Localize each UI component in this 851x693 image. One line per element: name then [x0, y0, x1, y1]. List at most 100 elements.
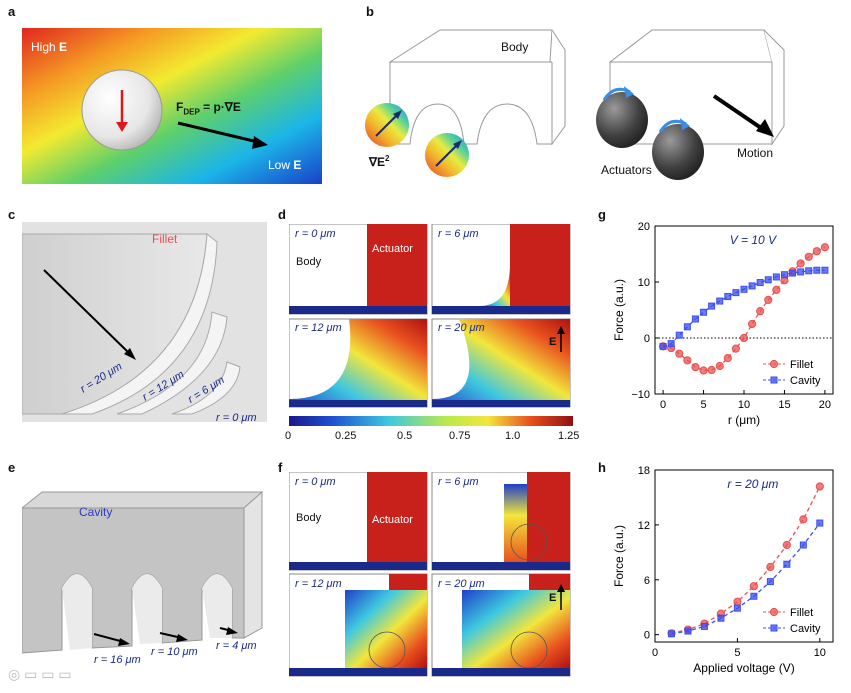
motion-label: Motion	[737, 146, 774, 160]
data-point-fillet	[766, 562, 775, 572]
radius-label-0: r = 0 μm	[216, 412, 257, 424]
plot-frame	[654, 469, 834, 643]
legend-label-fillet: Fillet	[790, 607, 813, 619]
series-line-cavity	[671, 522, 821, 635]
data-point-fillet	[772, 285, 781, 294]
data-point-cavity	[748, 282, 756, 290]
d-label-r20: r = 20 μm	[438, 322, 485, 334]
panel-letter-b: b	[366, 4, 374, 19]
legend-marker-fillet	[769, 607, 779, 617]
data-point-cavity	[772, 273, 780, 281]
data-point-fillet	[782, 540, 791, 550]
data-point-fillet	[675, 349, 684, 358]
colorbar-tick-0: 0	[285, 430, 292, 442]
data-point-cavity	[789, 269, 797, 277]
cavity-label: Cavity	[79, 505, 113, 519]
y-tick-label: 20	[638, 221, 650, 233]
series-line-fillet	[671, 486, 821, 634]
data-point-fillet	[699, 366, 708, 375]
panel-e-cavity-drawing	[22, 490, 264, 654]
data-point-cavity	[816, 519, 824, 527]
data-point-cavity	[764, 276, 772, 284]
colorbar-tick-5: 1.25	[558, 430, 580, 442]
panel-b-drawing	[365, 29, 785, 180]
x-axis-label: Applied voltage (V)	[693, 661, 794, 675]
data-point-cavity	[750, 592, 758, 600]
data-point-fillet	[764, 295, 773, 305]
y-axis-label: Force (a.u.)	[612, 525, 626, 587]
data-point-fillet	[739, 333, 749, 343]
y-tick-label: 6	[644, 575, 650, 587]
x-tick-label: 10	[814, 647, 826, 659]
panel-letter-h: h	[598, 460, 606, 475]
panel-letter-f: f	[278, 460, 283, 475]
y-tick-label: 0	[644, 630, 650, 642]
colorbar	[289, 416, 573, 426]
data-point-fillet	[733, 597, 742, 606]
y-tick-label: 0	[644, 333, 650, 345]
x-tick-label: 5	[700, 399, 706, 411]
fillet-label: Fillet	[152, 232, 178, 246]
data-point-fillet	[799, 515, 808, 524]
body-right	[608, 29, 785, 146]
data-point-fillet	[820, 243, 830, 252]
colorbar-tick-3: 0.75	[449, 430, 471, 442]
panel-d-simulation	[289, 224, 571, 408]
chart-h: 0 5 10 0 6 12 18 Applied voltage (V) Force (a.u.…	[612, 465, 834, 675]
data-point-fillet	[707, 365, 716, 375]
body-left	[388, 29, 566, 146]
colorbar-tick-4: 1.0	[505, 430, 521, 442]
data-point-cavity	[805, 267, 813, 275]
colorbar-tick-2: 0.5	[397, 430, 413, 442]
data-point-cavity	[783, 560, 791, 568]
data-point-cavity	[667, 340, 675, 348]
data-point-cavity	[780, 271, 788, 279]
chart-annotation: r = 20 μm	[727, 477, 778, 491]
d-body-label: Body	[296, 256, 322, 268]
d-label-r12: r = 12 μm	[295, 322, 342, 334]
data-point-cavity	[821, 266, 829, 274]
actuator-2	[652, 124, 704, 180]
legend-label-cavity: Cavity	[790, 375, 821, 387]
cavity-radius-4: r = 4 μm	[216, 640, 257, 652]
panel-f-simulation	[289, 472, 571, 677]
panel-letter-a: a	[8, 4, 16, 19]
data-point-fillet	[683, 356, 692, 365]
y-axis-label: Force (a.u.)	[612, 279, 626, 341]
data-point-cavity	[740, 285, 748, 293]
legend-marker-cavity	[770, 376, 778, 384]
data-point-cavity	[700, 622, 708, 630]
legend-label-cavity: Cavity	[790, 623, 821, 635]
data-point-cavity	[733, 604, 741, 612]
f-e-label: E	[549, 592, 557, 604]
data-point-cavity	[717, 614, 725, 622]
panel-letter-e: e	[8, 460, 16, 475]
panel-c-fillet-drawing	[22, 222, 267, 422]
watermark-logo: ◎ ▭ ▭ ▭	[8, 666, 72, 682]
data-point-cavity	[766, 578, 774, 586]
data-point-cavity	[732, 289, 740, 297]
chart-g: 0 5 10 15 20 −10 0 10 20 r (μm) Force (a.u.) V = 10…	[612, 221, 834, 427]
chart-annotation: V = 10 V	[730, 233, 777, 247]
x-tick-label: 0	[652, 647, 658, 659]
f-label-r20: r = 20 μm	[438, 578, 485, 590]
f-body-label: Body	[296, 512, 322, 524]
y-tick-label: 12	[638, 520, 650, 532]
data-point-fillet	[756, 307, 765, 316]
cavity-radius-16: r = 16 μm	[94, 654, 141, 666]
data-point-fillet	[731, 344, 741, 353]
x-tick-label: 5	[734, 647, 740, 659]
f-actuator-label: Actuator	[372, 514, 413, 526]
f-label-r12: r = 12 μm	[295, 578, 342, 590]
legend-marker-cavity	[770, 624, 778, 632]
data-point-fillet	[723, 354, 732, 363]
grad-e-label: ∇E2	[369, 154, 390, 169]
motion-arrow	[712, 94, 766, 132]
data-point-cavity	[813, 266, 821, 274]
actuators-label: Actuators	[601, 163, 652, 177]
data-point-cavity	[756, 279, 764, 287]
y-tick-label: 18	[638, 465, 650, 477]
panel-a-field	[22, 28, 322, 184]
d-label-r0: r = 0 μm	[295, 228, 336, 240]
data-point-cavity	[724, 293, 732, 301]
